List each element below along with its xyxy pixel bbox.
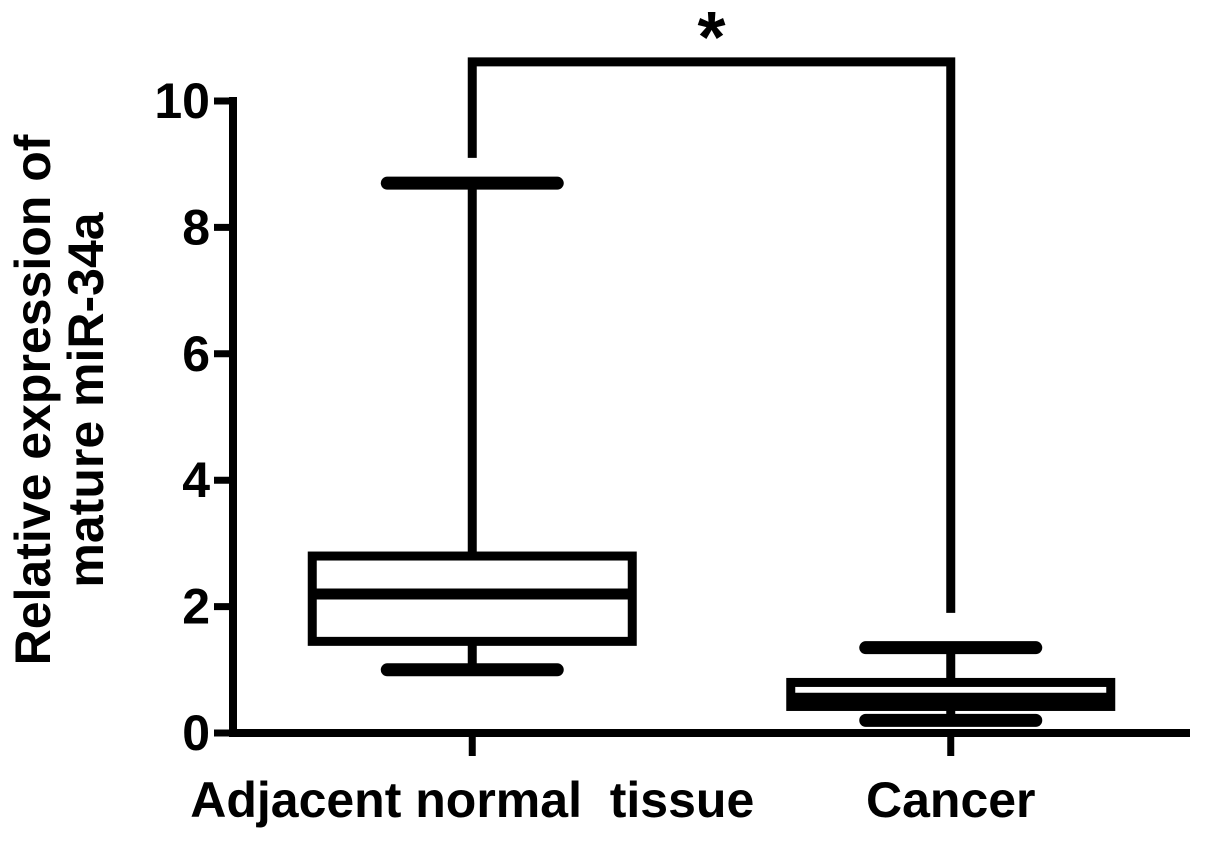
y-axis-title-line-2: mature miR-34a [58, 211, 114, 587]
y-axis-tick-label: 0 [182, 705, 210, 761]
significance-bracket [467, 57, 956, 613]
category-label-adjacent-normal-tissue: Adjacent normal tissue [190, 772, 754, 828]
y-axis-title-line-1: Relative expression of [5, 134, 61, 665]
category-label-cancer: Cancer [866, 772, 1036, 828]
y-axis-tick-label: 6 [182, 326, 210, 382]
y-axis-tick-label: 10 [154, 73, 210, 129]
y-axis-tick-label: 8 [182, 199, 210, 255]
significance-asterisk: * [697, 0, 725, 78]
y-axis-tick-label: 4 [182, 452, 210, 508]
y-axis-tick-label: 2 [182, 579, 210, 635]
